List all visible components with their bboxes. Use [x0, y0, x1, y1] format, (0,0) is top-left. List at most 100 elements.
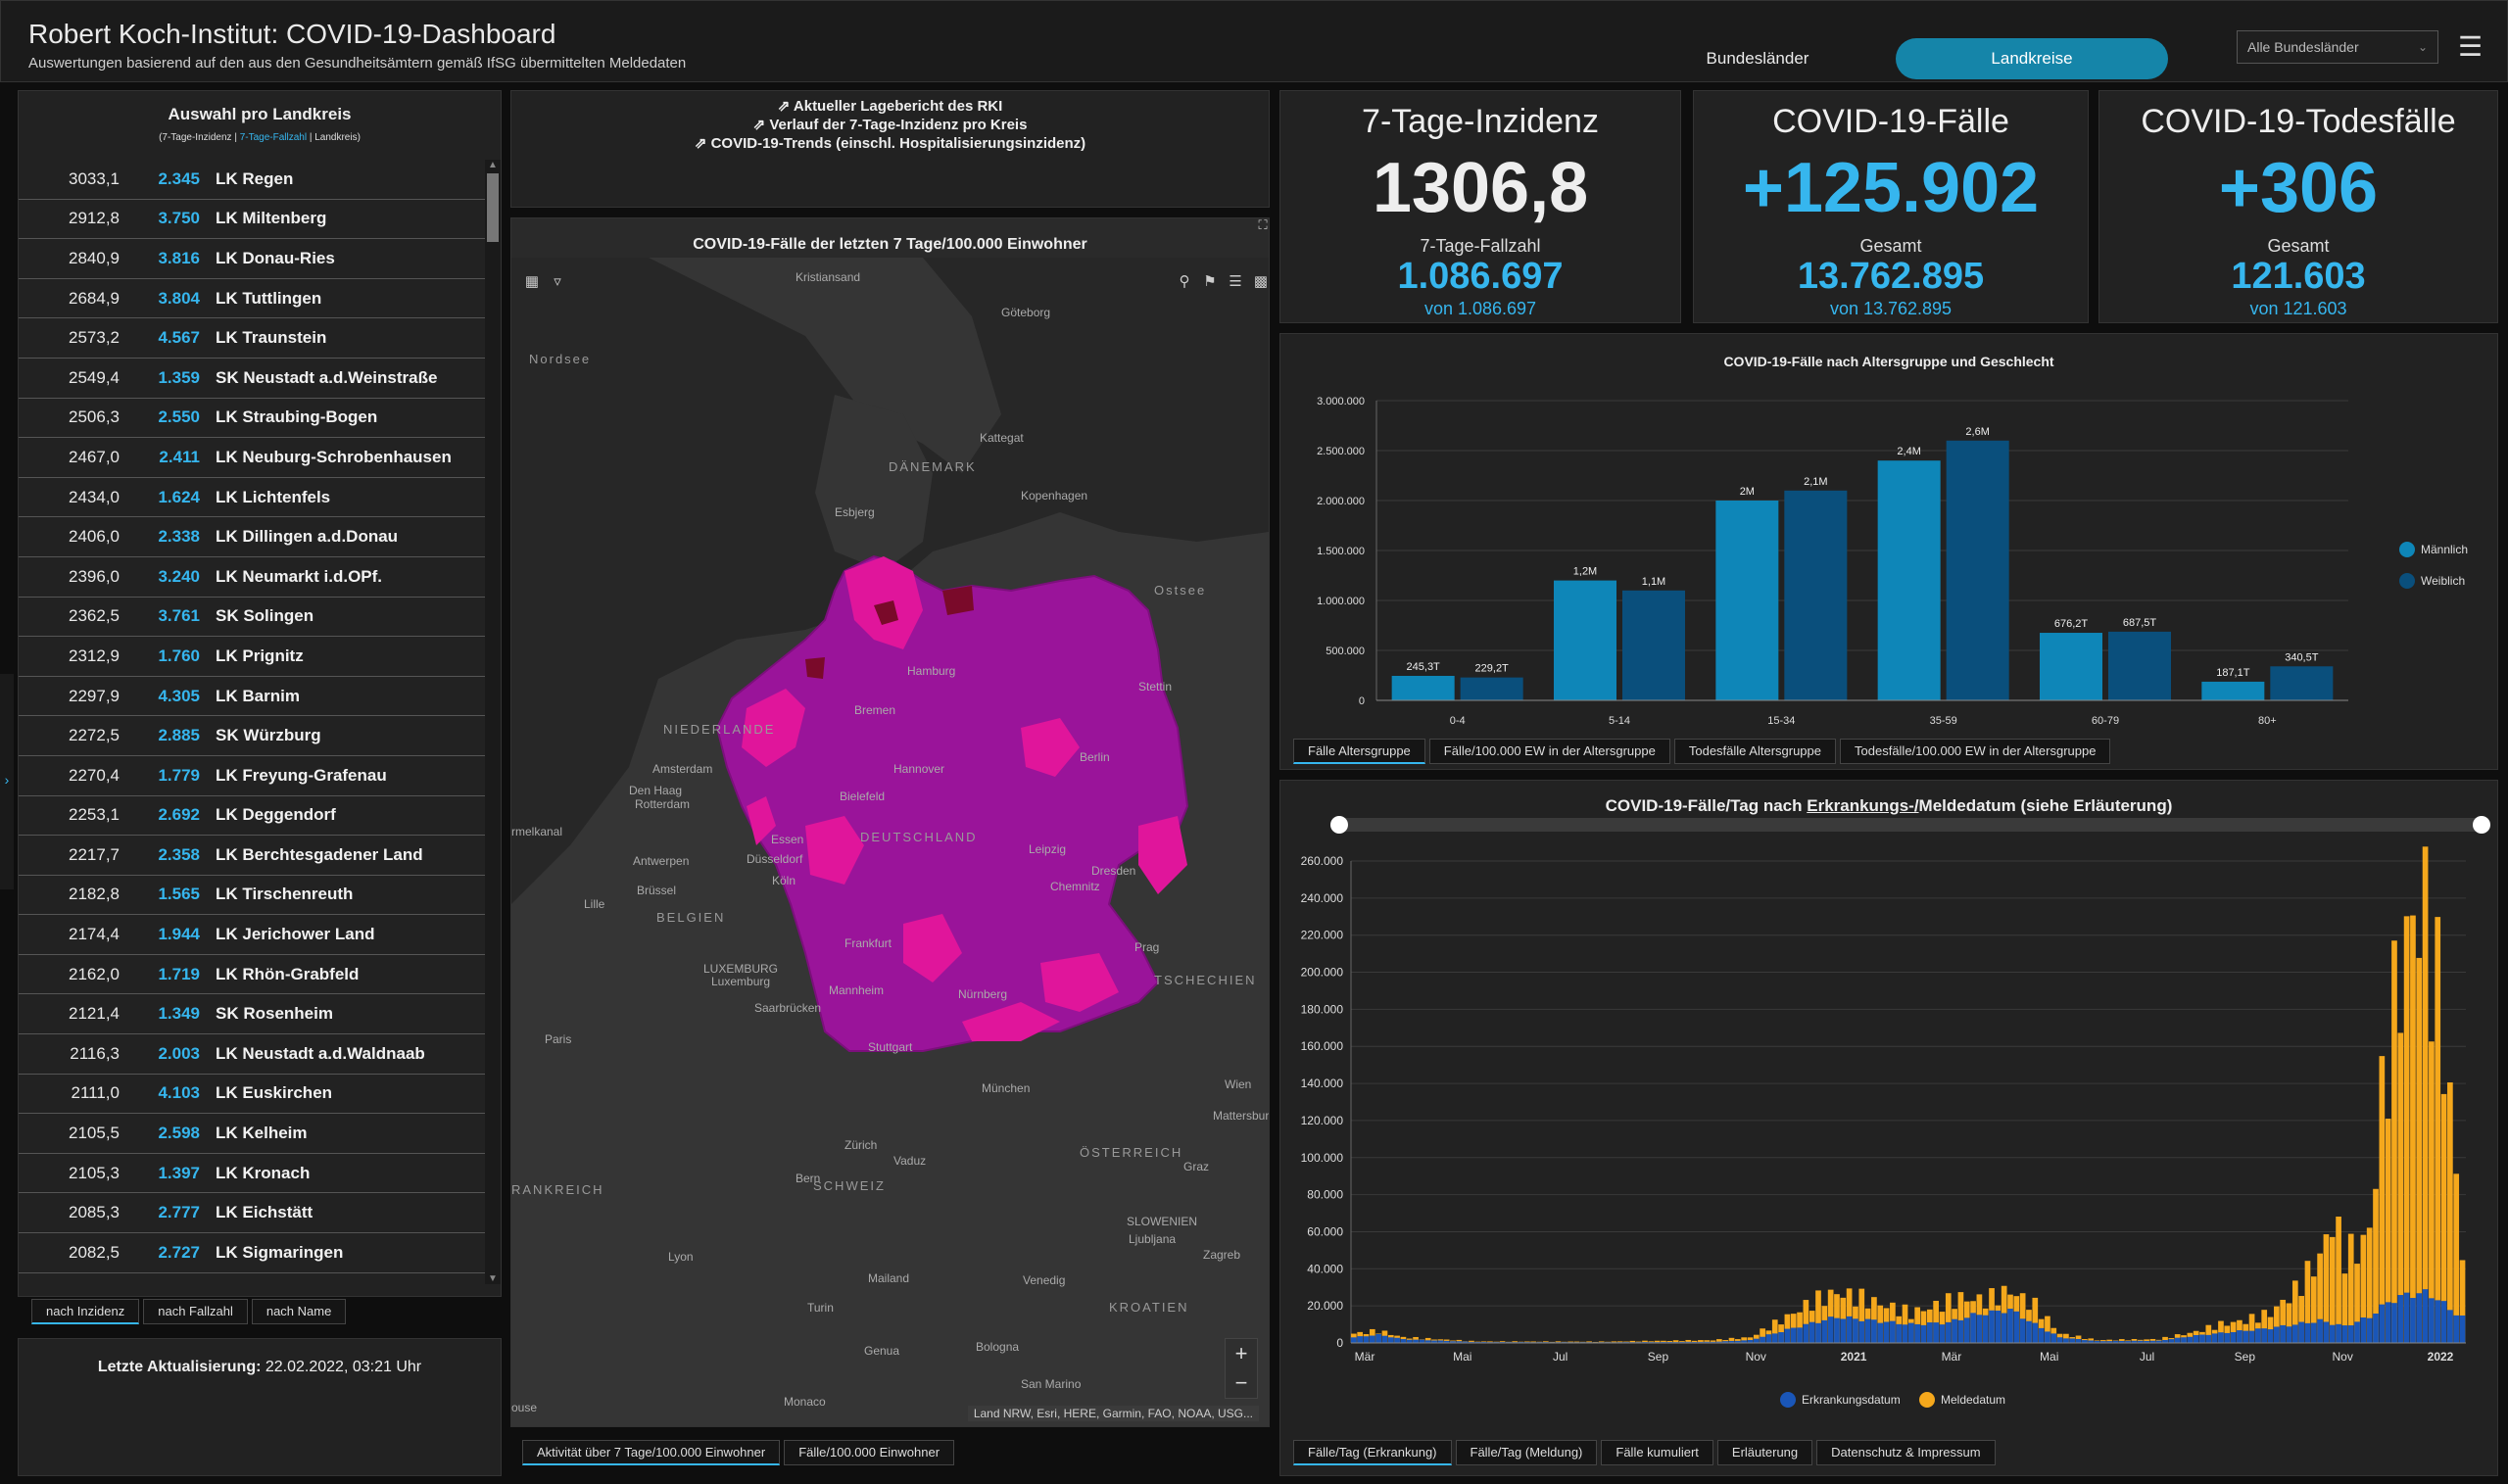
list-item[interactable]: 2406,0 2.338 LK Dillingen a.d.Donau — [19, 517, 485, 557]
list-item[interactable]: 2434,0 1.624 LK Lichtenfels — [19, 478, 485, 518]
tab-map-activity[interactable]: Aktivität über 7 Tage/100.000 Einwohner — [522, 1440, 781, 1465]
link-trends[interactable]: ⇗ COVID-19-Trends (einschl. Hospitalisie… — [511, 134, 1269, 153]
tab-daily-erkrankung[interactable]: Fälle/Tag (Erkrankung) — [1293, 1440, 1452, 1465]
tab-daily-kumuliert[interactable]: Fälle kumuliert — [1601, 1440, 1713, 1465]
list-item[interactable]: 2174,4 1.944 LK Jerichower Land — [19, 915, 485, 955]
bookmark-icon[interactable]: ⚑ — [1203, 273, 1217, 290]
tab-daily-meldung[interactable]: Fälle/Tag (Meldung) — [1455, 1440, 1598, 1465]
bar[interactable] — [2201, 681, 2265, 700]
range-slider-handle-end[interactable] — [2473, 816, 2490, 834]
scroll-down-icon[interactable]: ▼ — [488, 1273, 498, 1284]
list-item[interactable]: 2121,4 1.349 SK Rosenheim — [19, 994, 485, 1035]
side-expand-handle[interactable]: › — [0, 674, 14, 889]
tab-daily-datenschutz[interactable]: Datenschutz & Impressum — [1816, 1440, 1996, 1465]
scrollbar-thumb[interactable] — [487, 173, 499, 242]
region-germany[interactable] — [715, 554, 1189, 1052]
list-item[interactable]: 2253,1 2.692 LK Deggendorf — [19, 796, 485, 837]
map-label: ouse — [511, 1401, 537, 1414]
list-item[interactable]: 2182,8 1.565 LK Tirschenreuth — [19, 876, 485, 916]
list-item[interactable]: 2162,0 1.719 LK Rhön-Grabfeld — [19, 955, 485, 995]
search-icon[interactable]: ⚲ — [1179, 273, 1190, 290]
tab-bundeslaender[interactable]: Bundesländer — [1706, 49, 1809, 68]
bar[interactable] — [1784, 490, 1848, 700]
tab-map-cases[interactable]: Fälle/100.000 Einwohner — [784, 1440, 955, 1465]
bar[interactable] — [1877, 460, 1941, 700]
region-sachsen-east[interactable] — [1138, 816, 1187, 894]
layer-list-icon[interactable]: ☰ — [1229, 273, 1242, 290]
region-kiel[interactable] — [942, 586, 974, 615]
list-item[interactable]: 2085,3 2.777 LK Eichstätt — [19, 1193, 485, 1234]
daily-title-link[interactable]: Erkrankungs-/ — [1807, 796, 1919, 815]
bar[interactable] — [2108, 631, 2171, 700]
list-item[interactable]: 2549,4 1.359 SK Neustadt a.d.Weinstraße — [19, 359, 485, 399]
region-rhein-main[interactable] — [805, 816, 864, 885]
bar[interactable] — [1715, 501, 1779, 700]
list-item[interactable]: 2312,9 1.760 LK Prignitz — [19, 637, 485, 677]
list-item[interactable]: 2573,2 4.567 LK Traunstein — [19, 318, 485, 359]
region-bayern-south[interactable] — [962, 1002, 1060, 1041]
tab-sort-name[interactable]: nach Name — [251, 1299, 347, 1324]
list-item[interactable]: 2840,9 3.816 LK Donau-Ries — [19, 239, 485, 279]
list-item[interactable]: 3033,1 2.345 LK Regen — [19, 160, 485, 200]
list-item[interactable]: 2467,0 2.411 LK Neuburg-Schrobenhausen — [19, 438, 485, 478]
list-item[interactable]: 2105,3 1.397 LK Kronach — [19, 1154, 485, 1194]
region-nrw-west[interactable] — [742, 689, 805, 767]
region-bayern-west[interactable] — [903, 914, 962, 982]
region-sachsen-anhalt[interactable] — [1021, 718, 1080, 777]
region-bayern-east[interactable] — [1040, 953, 1119, 1012]
link-inzidenz-verlauf[interactable]: ⇗ Verlauf der 7-Tage-Inzidenz pro Kreis — [511, 116, 1269, 134]
tab-age-cases[interactable]: Fälle Altersgruppe — [1293, 739, 1425, 764]
list-item[interactable]: 2217,7 2.358 LK Berchtesgadener Land — [19, 836, 485, 876]
tab-sort-inzidenz[interactable]: nach Inzidenz — [31, 1299, 140, 1324]
tab-landkreise[interactable]: Landkreise — [1896, 38, 2168, 79]
list-legend-part: (7-Tage-Inzidenz | — [159, 132, 240, 143]
list-item[interactable]: 2362,5 3.761 SK Solingen — [19, 598, 485, 638]
chevron-down-icon[interactable]: ▿ — [554, 273, 561, 290]
tab-daily-erlaeuterung[interactable]: Erläuterung — [1716, 1440, 1813, 1465]
bar[interactable] — [1460, 677, 1523, 700]
age-chart[interactable]: 0 500.000 1.000.000 1.500.000 2.000.000 2.500… — [1280, 334, 2497, 736]
region-hamburg[interactable] — [874, 600, 898, 625]
list-item[interactable]: 2506,3 2.550 LK Straubing-Bogen — [19, 399, 485, 439]
tab-age-deaths-per-100k[interactable]: Todesfälle/100.000 EW in der Altersgrupp… — [1840, 739, 2111, 764]
list-legend: (7-Tage-Inzidenz | 7-Tage-Fallzahl | Lan… — [19, 132, 501, 143]
bar[interactable] — [2040, 633, 2102, 700]
list-item[interactable]: 2116,3 2.003 LK Neustadt a.d.Waldnaab — [19, 1034, 485, 1075]
list-item[interactable]: 2082,5 2.727 LK Sigmaringen — [19, 1233, 485, 1273]
select-tool-icon[interactable]: ▦ — [524, 273, 540, 290]
list-scrollbar[interactable]: ▲ ▼ — [485, 160, 501, 1284]
tab-sort-fallzahl[interactable]: nach Fallzahl — [143, 1299, 248, 1324]
bar[interactable] — [1946, 440, 2009, 700]
region-friesland[interactable] — [805, 657, 825, 679]
list-item[interactable]: 2684,9 3.804 LK Tuttlingen — [19, 279, 485, 319]
range-slider-handle-start[interactable] — [1330, 816, 1348, 834]
list-item[interactable]: 2272,5 2.885 SK Würzburg — [19, 716, 485, 756]
daily-chart[interactable]: 0 20.000 40.000 60.000 80.000 100.000 120.000 1… — [1280, 781, 2497, 1437]
state-dropdown[interactable]: Alle Bundesländer ⌄ — [2237, 30, 2438, 64]
tab-age-cases-per-100k[interactable]: Fälle/100.000 EW in der Altersgruppe — [1428, 739, 1670, 764]
link-lagebericht[interactable]: ⇗ Aktueller Lagebericht des RKI — [511, 97, 1269, 116]
list-item[interactable]: 2396,0 3.240 LK Neumarkt i.d.OPf. — [19, 557, 485, 598]
list-item[interactable]: 2297,9 4.305 LK Barnim — [19, 677, 485, 717]
map-label: Bielefeld — [840, 790, 885, 803]
qr-code-icon[interactable]: ▩ — [1253, 273, 1269, 290]
tab-age-deaths[interactable]: Todesfälle Altersgruppe — [1673, 739, 1837, 764]
bar[interactable] — [1391, 675, 1455, 700]
bar[interactable] — [2270, 666, 2334, 700]
region-saarland[interactable] — [747, 796, 776, 845]
zoom-out-button[interactable]: − — [1234, 1370, 1248, 1395]
incidence-map[interactable]: Kristiansand Göteborg Nordsee Kattegat D… — [511, 218, 1269, 1426]
hamburger-menu-icon[interactable]: ☰ — [2458, 31, 2484, 62]
list-item[interactable]: 2270,4 1.779 LK Freyung-Grafenau — [19, 756, 485, 796]
bar[interactable] — [1622, 590, 1685, 700]
list-item[interactable]: 2105,5 2.598 LK Kelheim — [19, 1114, 485, 1154]
bar[interactable] — [1554, 580, 1616, 700]
incidence-value: 2270,4 — [69, 765, 120, 785]
list-item[interactable]: 2912,8 3.750 LK Miltenberg — [19, 200, 485, 240]
list-item[interactable]: 2081,12.810LK Aichach-Friedberg — [19, 1273, 485, 1284]
fullscreen-icon[interactable]: ⛶ — [1258, 217, 1268, 232]
zoom-in-button[interactable]: + — [1234, 1341, 1248, 1365]
scroll-up-icon[interactable]: ▲ — [488, 160, 498, 170]
list-item[interactable]: 2111,0 4.103 LK Euskirchen — [19, 1075, 485, 1115]
range-slider-track[interactable] — [1333, 818, 2487, 832]
